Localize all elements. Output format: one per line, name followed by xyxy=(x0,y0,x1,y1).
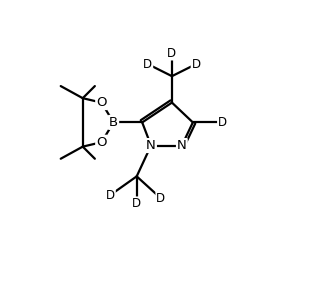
Text: D: D xyxy=(156,192,165,205)
Text: D: D xyxy=(167,47,176,59)
Text: N: N xyxy=(146,139,156,152)
Text: O: O xyxy=(96,136,107,149)
Text: D: D xyxy=(192,57,201,71)
Text: O: O xyxy=(96,96,107,109)
Text: N: N xyxy=(177,139,187,152)
Text: D: D xyxy=(106,188,115,202)
Text: D: D xyxy=(143,57,152,71)
Text: D: D xyxy=(132,197,141,210)
Text: B: B xyxy=(109,116,118,129)
Text: D: D xyxy=(218,116,227,129)
